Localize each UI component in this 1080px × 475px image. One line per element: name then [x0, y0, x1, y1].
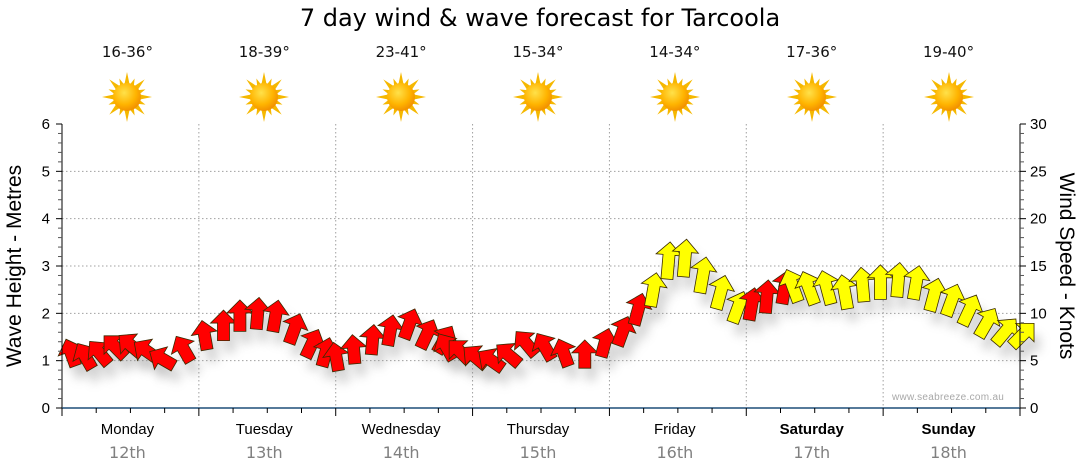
chart-title: 7 day wind & wave forecast for Tarcoola	[299, 4, 781, 32]
wind-arrow	[397, 308, 424, 342]
sun-icon	[786, 72, 837, 122]
wind-arrow	[690, 256, 718, 295]
wind-arrows	[57, 238, 1035, 374]
day-date: 13th	[245, 443, 283, 462]
day-name: Friday	[654, 421, 696, 438]
sun-icon	[923, 72, 974, 122]
sun-icon	[513, 72, 563, 122]
wind-arrow	[671, 238, 700, 278]
wind-arrow	[708, 274, 736, 311]
wind-arrow	[414, 319, 441, 351]
y-tick-label-right: 25	[1030, 163, 1047, 180]
day-date: 16th	[656, 443, 694, 462]
day-date: 17th	[793, 443, 831, 462]
wind-arrow	[794, 271, 821, 307]
wind-arrow	[884, 261, 913, 298]
y-tick-label-right: 0	[1030, 400, 1038, 417]
day-name: Saturday	[779, 421, 844, 438]
wind-arrow	[190, 319, 219, 352]
y-tick-label-right: 5	[1030, 353, 1038, 370]
y-tick-label-left: 1	[42, 353, 50, 370]
y-tick-label-right: 15	[1030, 258, 1047, 275]
day-temperature: 15-34°	[512, 43, 564, 61]
wind-arrow	[496, 342, 524, 369]
y-tick-label-left: 2	[42, 305, 50, 322]
wind-arrow	[209, 309, 238, 342]
wind-arrow	[610, 316, 637, 348]
sun-icon	[649, 72, 700, 122]
wind-arrow	[478, 347, 507, 374]
wind-arrow	[738, 287, 767, 322]
wind-arrow	[640, 272, 668, 308]
wind-arrow	[377, 314, 405, 348]
day-temperature: 16-36°	[101, 43, 153, 61]
wind-arrow	[990, 318, 1018, 348]
y-tick-label-left: 6	[42, 116, 50, 133]
wind-arrow	[778, 268, 805, 305]
day-temperature: 17-36°	[786, 43, 838, 61]
sun-icon	[376, 72, 427, 122]
wind-arrow	[830, 274, 858, 311]
day-date: 14th	[382, 443, 420, 462]
day-name: Wednesday	[361, 421, 441, 438]
day-date: 15th	[519, 443, 557, 462]
day-name: Sunday	[921, 421, 976, 438]
wind-arrow	[570, 339, 599, 369]
wind-arrow	[87, 340, 114, 369]
y-tick-label-right: 30	[1030, 116, 1047, 133]
wind-arrow	[903, 265, 931, 301]
wind-arrow	[591, 327, 619, 359]
day-name: Monday	[100, 421, 155, 438]
wind-arrow	[358, 324, 387, 356]
wind-arrow	[282, 313, 309, 346]
day-date: 12th	[109, 443, 146, 462]
wind-arrow	[262, 299, 290, 334]
wind-arrow	[550, 338, 577, 369]
day-name: Tuesday	[235, 421, 293, 438]
wind-arrow	[170, 335, 197, 365]
wind-arrow	[514, 331, 541, 360]
wind-arrow	[339, 334, 368, 365]
sun-icon	[239, 72, 290, 122]
wind-arrow	[753, 279, 782, 315]
wind-arrow	[939, 283, 967, 319]
wind-arrow-shadow	[979, 320, 1006, 352]
wind-arrow	[299, 328, 326, 361]
axes: 0 1 2 3 4 5 6 0 5 10 15 20 25 30	[42, 116, 1047, 417]
day-date: 18th	[930, 443, 967, 462]
y-tick-label-left: 4	[42, 211, 50, 228]
y-axis-label-right: Wind Speed - Knots	[1055, 173, 1078, 360]
watermark: www.seabreeze.com.au	[892, 392, 1005, 403]
day-temperature: 23-41°	[375, 43, 427, 61]
day-temperature: 14-34°	[649, 43, 701, 61]
y-tick-label-left: 5	[42, 163, 50, 180]
y-tick-label-left: 0	[42, 400, 50, 417]
y-axis-label-left: Wave Height - Metres	[3, 165, 26, 367]
day-temperature: 19-40°	[923, 43, 975, 61]
y-tick-label-right: 10	[1030, 305, 1047, 322]
wind-arrow	[149, 346, 178, 372]
wind-arrow	[956, 294, 984, 328]
y-tick-label-left: 3	[42, 258, 50, 275]
wind-arrow	[973, 307, 1001, 341]
day-name: Thursday	[506, 421, 570, 438]
sun-icon	[102, 72, 153, 122]
wind-arrow	[921, 277, 949, 313]
wind-arrow	[243, 296, 272, 331]
y-tick-label-right: 20	[1030, 211, 1047, 228]
day-temperature: 18-39°	[238, 43, 290, 61]
wind-arrow	[812, 270, 840, 307]
